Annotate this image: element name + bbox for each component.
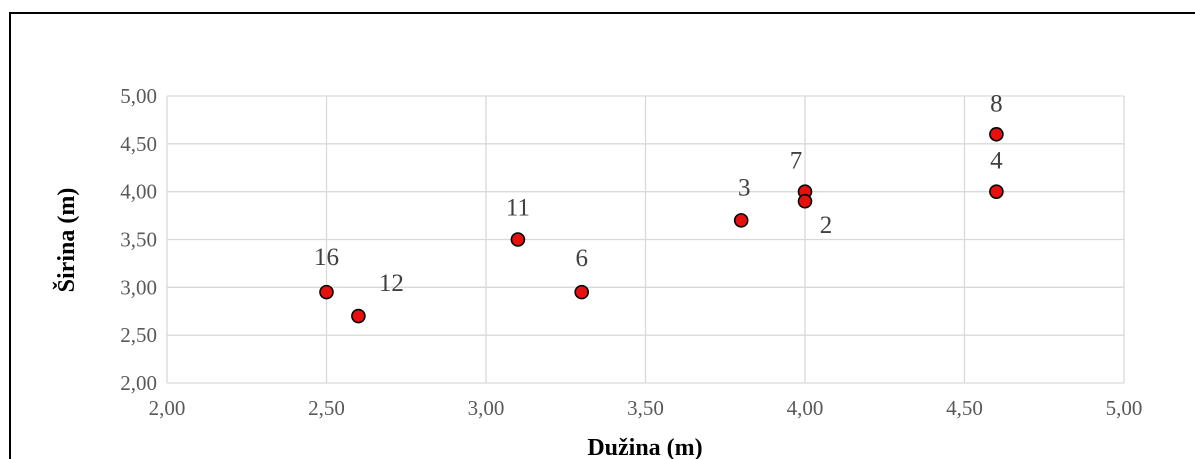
point-label: 16 bbox=[314, 244, 339, 271]
point-label: 7 bbox=[790, 148, 803, 175]
point-labels: 16 12 11 6 3 7 2 8 4 bbox=[314, 90, 1003, 297]
y-tick-label: 3,50 bbox=[120, 228, 157, 252]
point-label: 8 bbox=[990, 90, 1003, 117]
y-tick-label: 3,00 bbox=[120, 275, 157, 299]
data-points bbox=[319, 126, 1004, 324]
point-label: 12 bbox=[379, 270, 404, 297]
gridlines bbox=[166, 95, 1125, 384]
y-tick-label: 4,50 bbox=[120, 132, 157, 156]
x-axis-title: Dužina (m) bbox=[587, 435, 702, 459]
data-point bbox=[797, 193, 813, 209]
point-label: 6 bbox=[575, 245, 588, 272]
data-point bbox=[510, 232, 526, 247]
point-label: 11 bbox=[506, 195, 530, 222]
point-label: 2 bbox=[820, 212, 833, 239]
y-tick-label: 2,00 bbox=[120, 371, 157, 395]
x-tick-label: 4,00 bbox=[787, 396, 824, 420]
y-axis-title: Širina (m) bbox=[53, 188, 80, 293]
data-point bbox=[989, 184, 1004, 199]
x-tick-label: 5,00 bbox=[1106, 396, 1143, 420]
tick-labels: 2,00 2,50 3,00 3,50 4,00 4,50 5,00 2,00 2,50 3,00… bbox=[120, 84, 1142, 420]
x-tick-label: 3,50 bbox=[627, 396, 664, 420]
data-point bbox=[574, 284, 590, 300]
x-tick-label: 4,50 bbox=[946, 396, 983, 420]
point-label: 4 bbox=[990, 148, 1003, 175]
x-tick-label: 2,00 bbox=[149, 396, 186, 420]
chart-frame bbox=[9, 12, 1195, 459]
data-point bbox=[733, 213, 749, 228]
y-tick-label: 4,00 bbox=[120, 180, 157, 204]
y-tick-label: 2,50 bbox=[120, 323, 157, 347]
x-tick-label: 3,00 bbox=[468, 396, 505, 420]
x-tick-label: 2,50 bbox=[308, 396, 345, 420]
y-tick-label: 5,00 bbox=[120, 84, 157, 108]
data-point bbox=[989, 126, 1004, 142]
point-label: 3 bbox=[738, 174, 751, 201]
data-point bbox=[319, 284, 334, 300]
data-point bbox=[351, 308, 366, 324]
